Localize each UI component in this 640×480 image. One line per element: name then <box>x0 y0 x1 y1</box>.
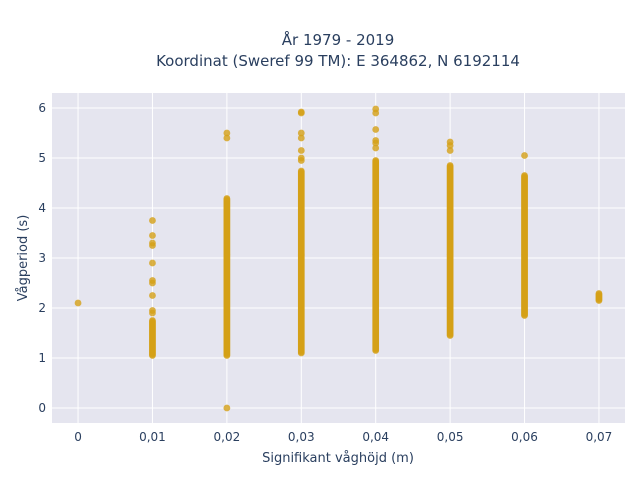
y-tick-label: 3 <box>38 251 46 265</box>
data-point <box>223 404 231 412</box>
data-point <box>223 195 231 202</box>
x-tick-label: 0,02 <box>214 430 241 444</box>
data-point <box>372 126 380 133</box>
y-tick-label: 6 <box>38 101 46 115</box>
data-point <box>149 217 156 224</box>
x-tick-label: 0,04 <box>362 430 389 444</box>
data-point <box>372 157 380 164</box>
tick-labels: 0 0,01 0,02 0,03 0,04 0,05 0,06 0,07 0 1 2 3 4 5 6 <box>38 101 612 444</box>
data-point <box>149 307 156 314</box>
data-point <box>149 292 156 299</box>
data-point <box>372 144 380 152</box>
x-tick-label: 0,03 <box>288 430 315 444</box>
data-point <box>297 129 305 137</box>
data-points <box>74 105 603 412</box>
data-point <box>149 232 156 239</box>
data-point <box>149 317 156 324</box>
y-axis-title: Vågperiod (s) <box>16 215 31 302</box>
y-tick-label: 2 <box>38 301 46 315</box>
data-point <box>297 154 305 162</box>
chart-subtitle: Koordinat (Sweref 99 TM): E 364862, N 61… <box>156 52 520 70</box>
x-tick-label: 0 <box>74 430 82 444</box>
x-tick-label: 0,06 <box>511 430 538 444</box>
data-point <box>297 147 305 154</box>
x-tick-label: 0,01 <box>139 430 166 444</box>
data-point <box>372 137 380 144</box>
y-tick-label: 5 <box>38 151 46 165</box>
data-point <box>149 239 156 247</box>
data-point <box>297 108 305 116</box>
x-tick-label: 0,07 <box>586 430 613 444</box>
data-point <box>446 147 454 154</box>
data-point <box>149 277 156 284</box>
chart-title: År 1979 - 2019 <box>282 30 395 49</box>
y-tick-label: 1 <box>38 351 46 365</box>
data-point <box>223 129 231 137</box>
data-point <box>372 105 380 113</box>
y-tick-label: 4 <box>38 201 46 215</box>
data-point <box>74 299 82 307</box>
grid <box>52 93 625 423</box>
data-point <box>446 162 454 169</box>
y-tick-label: 0 <box>38 401 46 415</box>
x-axis-title: Signifikant våghöjd (m) <box>262 451 414 466</box>
x-tick-label: 0,05 <box>437 430 464 444</box>
data-point <box>521 152 528 159</box>
data-point <box>446 138 454 146</box>
data-point <box>297 167 305 175</box>
data-point <box>521 172 528 179</box>
data-point <box>223 134 231 142</box>
data-point <box>595 290 603 297</box>
data-point <box>297 134 305 142</box>
data-point <box>149 259 156 267</box>
